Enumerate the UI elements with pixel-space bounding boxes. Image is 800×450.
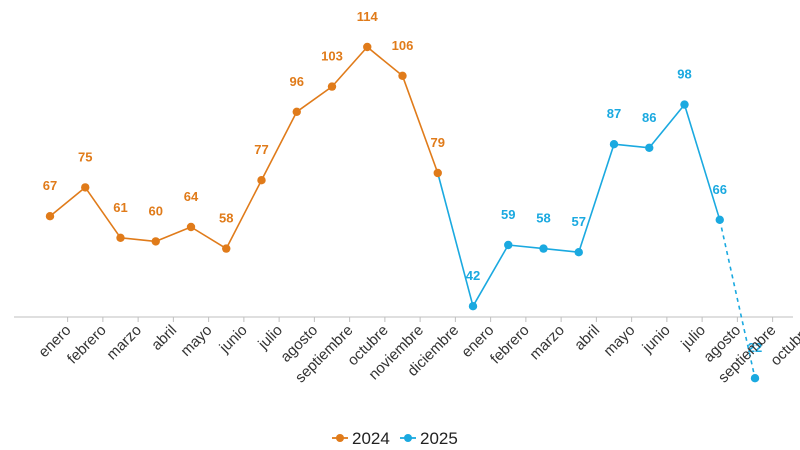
data-label: 60 <box>149 203 163 218</box>
x-tick-label: junio <box>216 322 251 357</box>
series-2024-point <box>222 244 231 253</box>
series-2025-point <box>715 215 724 224</box>
x-tick-label: marzo <box>103 322 144 363</box>
series-2025-segment <box>472 244 509 307</box>
series-2024-segment <box>155 226 192 243</box>
series-2024-segment <box>366 46 404 77</box>
data-label: 42 <box>466 268 480 283</box>
data-label: 79 <box>431 135 445 150</box>
data-label: 86 <box>642 110 656 125</box>
data-label: 58 <box>536 211 550 226</box>
data-label: 64 <box>184 189 199 204</box>
data-label: 75 <box>78 149 92 164</box>
x-tick-label: junio <box>639 322 674 357</box>
series-2025-segment <box>508 244 544 250</box>
data-label: 87 <box>607 106 621 121</box>
data-label: 106 <box>392 38 414 53</box>
x-tick-label: febrero <box>64 322 110 368</box>
data-label: 67 <box>43 178 57 193</box>
x-tick-label: febrero <box>487 322 533 368</box>
x-tick-label: marzo <box>526 322 567 363</box>
data-label: 58 <box>219 211 233 226</box>
series-2025-point <box>750 374 760 383</box>
series-2024-point <box>151 237 160 246</box>
series-2025-segment <box>543 247 579 253</box>
series-2025-point <box>574 248 583 257</box>
series-2024-segment <box>401 75 439 174</box>
series-points <box>45 42 760 383</box>
x-axis <box>14 316 793 322</box>
series-2024-point <box>398 71 407 81</box>
x-tick-label: mayo <box>600 322 638 360</box>
data-label: 22 <box>748 340 762 355</box>
series-2025-segment <box>648 104 686 149</box>
data-label: 96 <box>290 74 304 89</box>
x-tick-label: abril <box>148 322 180 354</box>
series-2024-point <box>327 82 337 91</box>
series-2024-point <box>363 42 372 52</box>
data-label: 98 <box>677 67 691 82</box>
series-2025-point <box>504 240 513 250</box>
series-connector-line <box>436 172 474 307</box>
series-2024-segment <box>190 226 227 250</box>
x-tick-label: mayo <box>177 322 215 360</box>
series-2025-segment <box>683 104 721 221</box>
data-label: 103 <box>321 49 343 64</box>
series-2025-point <box>680 100 689 109</box>
series-2025-segment <box>613 143 650 149</box>
series-2025-point <box>468 302 478 311</box>
legend: 2024 2025 <box>332 429 458 448</box>
data-label: 66 <box>713 182 727 197</box>
data-labels: 67 75 61 60 64 58 77 96 103 114 106 79 42 59 58 57 87 86 9… <box>43 9 762 355</box>
series-2024-segment <box>260 111 298 181</box>
legend-label: 2024 <box>352 429 390 448</box>
series-2024-point <box>257 176 266 185</box>
series-2024-segment <box>84 186 122 239</box>
data-label: 57 <box>572 214 586 229</box>
data-label: 61 <box>113 200 127 215</box>
series-2024-segment <box>120 237 156 243</box>
data-label: 77 <box>254 142 268 157</box>
series-2025-point <box>645 143 654 152</box>
series-2024-point <box>292 107 301 117</box>
legend-label: 2025 <box>420 429 458 448</box>
series-2024-point <box>433 168 442 178</box>
data-label: 114 <box>357 9 379 24</box>
legend-swatch-marker <box>336 434 344 442</box>
data-label: 59 <box>501 207 515 222</box>
series-2024-segment <box>331 46 368 88</box>
series-2024-point <box>45 212 55 221</box>
series-2025-segment <box>577 143 615 253</box>
series-2025-point <box>609 140 619 149</box>
series-2025-segment <box>718 219 756 379</box>
series-2024-segment <box>49 186 86 217</box>
legend-item-2024: 2024 <box>332 429 390 448</box>
series-2024-segment <box>296 85 333 113</box>
series-2024-point <box>116 233 125 242</box>
series-lines <box>49 46 756 379</box>
series-2024-point <box>186 222 196 232</box>
series-2025-point <box>539 244 548 253</box>
series-2024-segment <box>225 179 263 249</box>
series-2024-point <box>81 183 90 192</box>
legend-swatch-marker <box>404 434 412 442</box>
legend-item-2025: 2025 <box>400 429 458 448</box>
x-tick-label: abril <box>571 322 603 354</box>
